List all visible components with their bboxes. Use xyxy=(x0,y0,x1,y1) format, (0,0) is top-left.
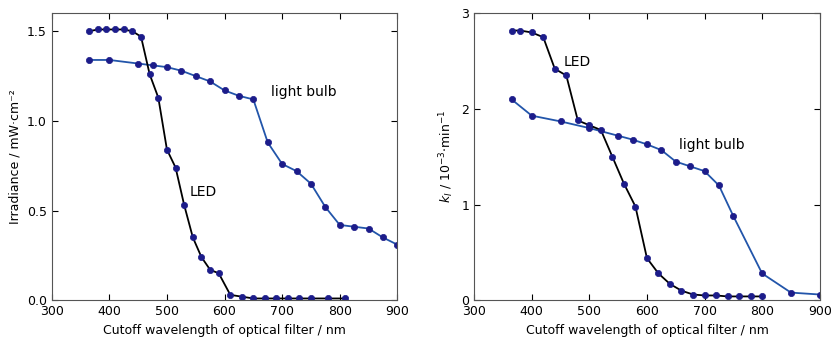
Text: LED: LED xyxy=(564,55,591,69)
X-axis label: Cutoff wavelength of optical filter / nm: Cutoff wavelength of optical filter / nm xyxy=(103,324,346,337)
Y-axis label: Irradiance / mW·cm⁻²: Irradiance / mW·cm⁻² xyxy=(8,89,21,224)
Text: light bulb: light bulb xyxy=(270,85,336,99)
Text: light bulb: light bulb xyxy=(679,138,744,152)
X-axis label: Cutoff wavelength of optical filter / nm: Cutoff wavelength of optical filter / nm xyxy=(526,324,769,337)
Text: LED: LED xyxy=(190,185,218,199)
Y-axis label: $k_I$ / 10$^{-3}$$\cdot$min$^{-1}$: $k_I$ / 10$^{-3}$$\cdot$min$^{-1}$ xyxy=(437,110,456,204)
